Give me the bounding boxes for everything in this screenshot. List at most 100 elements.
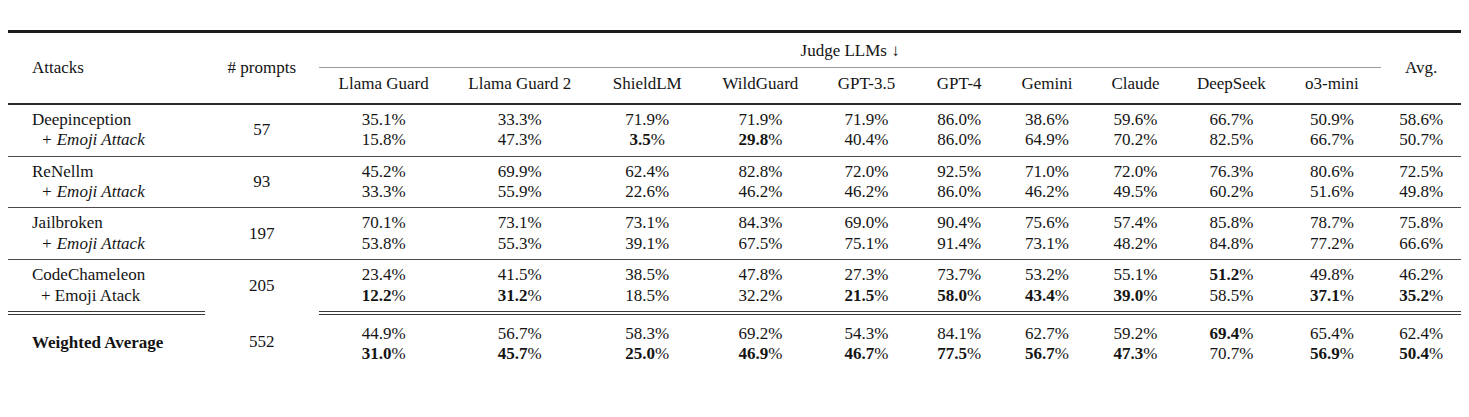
avg-value-cell: 50.4%	[1381, 344, 1461, 371]
avg-value-cell: 46.2%	[1381, 260, 1461, 286]
prompt-count: 57	[205, 104, 319, 156]
paper-table-page: Attacks # prompts Judge LLMs ↓ Avg. Llam…	[0, 0, 1469, 417]
attack-row-base: ReNellm9345.2%69.9%62.4%82.8%72.0%92.5%7…	[8, 156, 1461, 182]
judge-value-cell: 21.5%	[818, 286, 916, 313]
judge-value-cell: 35.1%	[319, 104, 448, 130]
judge-value-cell: 66.7%	[1282, 130, 1381, 156]
judge-value-cell: 25.0%	[591, 344, 703, 371]
judge-value-cell: 46.7%	[818, 344, 916, 371]
judge-value-cell: 82.8%	[703, 156, 817, 182]
judge-value-cell: 69.4%	[1180, 313, 1282, 344]
avg-value-cell: 49.8%	[1381, 182, 1461, 208]
judge-value-cell: 73.1%	[1003, 234, 1091, 260]
header-judge-o3-mini: o3-mini	[1282, 68, 1381, 104]
judge-value-cell: 71.9%	[591, 104, 703, 130]
judge-value-cell: 75.6%	[1003, 208, 1091, 234]
judge-value-cell: 22.6%	[591, 182, 703, 208]
judge-value-cell: 69.0%	[818, 208, 916, 234]
judge-value-cell: 39.1%	[591, 234, 703, 260]
attack-name: Jailbroken	[8, 208, 205, 234]
judge-value-cell: 69.9%	[448, 156, 591, 182]
judge-value-cell: 53.8%	[319, 234, 448, 260]
judge-value-cell: 37.1%	[1282, 286, 1381, 313]
judge-value-cell: 44.9%	[319, 313, 448, 344]
judge-value-cell: 70.2%	[1091, 130, 1181, 156]
judge-value-cell: 46.9%	[703, 344, 817, 371]
judge-value-cell: 76.3%	[1180, 156, 1282, 182]
table-header: Attacks # prompts Judge LLMs ↓ Avg. Llam…	[8, 32, 1461, 104]
judge-value-cell: 47.3%	[448, 130, 591, 156]
header-attacks: Attacks	[8, 32, 205, 104]
judge-value-cell: 62.7%	[1003, 313, 1091, 344]
judge-value-cell: 77.2%	[1282, 234, 1381, 260]
header-prompts: # prompts	[205, 32, 319, 104]
judge-value-cell: 59.6%	[1091, 104, 1181, 130]
avg-value-cell: 35.2%	[1381, 286, 1461, 313]
judge-value-cell: 45.7%	[448, 344, 591, 371]
judge-value-cell: 53.2%	[1003, 260, 1091, 286]
judge-value-cell: 45.2%	[319, 156, 448, 182]
judge-value-cell: 33.3%	[448, 104, 591, 130]
judge-value-cell: 86.0%	[915, 182, 1003, 208]
judge-value-cell: 12.2%	[319, 286, 448, 313]
avg-value-cell: 62.4%	[1381, 313, 1461, 344]
judge-value-cell: 71.0%	[1003, 156, 1091, 182]
header-judge-shieldlm: ShieldLM	[591, 68, 703, 104]
avg-value-cell: 72.5%	[1381, 156, 1461, 182]
judge-value-cell: 64.9%	[1003, 130, 1091, 156]
judge-value-cell: 39.0%	[1091, 286, 1181, 313]
judge-value-cell: 51.6%	[1282, 182, 1381, 208]
table-body: Deepinception5735.1%33.3%71.9%71.9%71.9%…	[8, 104, 1461, 372]
attack-name: ReNellm	[8, 156, 205, 182]
attack-row-base: Deepinception5735.1%33.3%71.9%71.9%71.9%…	[8, 104, 1461, 130]
judge-value-cell: 38.6%	[1003, 104, 1091, 130]
emoji-attack-label: + Emoji Attack	[8, 130, 205, 156]
attack-row-base: CodeChameleon20523.4%41.5%38.5%47.8%27.3…	[8, 260, 1461, 286]
judge-value-cell: 56.9%	[1282, 344, 1381, 371]
judge-value-cell: 72.0%	[1091, 156, 1181, 182]
header-judge-llms-group: Judge LLMs ↓	[319, 32, 1381, 68]
emoji-attack-label: + Emoji Attack	[8, 182, 205, 208]
judge-value-cell: 49.8%	[1282, 260, 1381, 286]
judge-value-cell: 69.2%	[703, 313, 817, 344]
judge-value-cell: 84.8%	[1180, 234, 1282, 260]
emoji-attack-label: + Emoji Atack	[8, 286, 205, 313]
attack-name: Deepinception	[8, 104, 205, 130]
judge-value-cell: 82.5%	[1180, 130, 1282, 156]
judge-value-cell: 49.5%	[1091, 182, 1181, 208]
prompt-count: 205	[205, 260, 319, 313]
judge-value-cell: 90.4%	[915, 208, 1003, 234]
attack-name: CodeChameleon	[8, 260, 205, 286]
judge-value-cell: 86.0%	[915, 130, 1003, 156]
judge-value-cell: 72.0%	[818, 156, 916, 182]
judge-value-cell: 46.2%	[818, 182, 916, 208]
judge-value-cell: 67.5%	[703, 234, 817, 260]
judge-value-cell: 27.3%	[818, 260, 916, 286]
header-judge-gpt-35: GPT-3.5	[818, 68, 916, 104]
judge-value-cell: 38.5%	[591, 260, 703, 286]
judge-value-cell: 71.9%	[818, 104, 916, 130]
judge-value-cell: 48.2%	[1091, 234, 1181, 260]
judge-value-cell: 55.9%	[448, 182, 591, 208]
judge-value-cell: 46.2%	[703, 182, 817, 208]
judge-value-cell: 23.4%	[319, 260, 448, 286]
prompt-count: 197	[205, 208, 319, 260]
avg-value-cell: 58.6%	[1381, 104, 1461, 130]
judge-value-cell: 54.3%	[818, 313, 916, 344]
judge-value-cell: 32.2%	[703, 286, 817, 313]
judge-value-cell: 75.1%	[818, 234, 916, 260]
avg-value-cell: 66.6%	[1381, 234, 1461, 260]
avg-value-cell: 50.7%	[1381, 130, 1461, 156]
judge-value-cell: 55.1%	[1091, 260, 1181, 286]
header-judge-gpt-4: GPT-4	[915, 68, 1003, 104]
prompt-count: 93	[205, 156, 319, 208]
results-table: Attacks # prompts Judge LLMs ↓ Avg. Llam…	[8, 30, 1461, 372]
judge-value-cell: 70.7%	[1180, 344, 1282, 371]
judge-value-cell: 84.3%	[703, 208, 817, 234]
judge-value-cell: 73.7%	[915, 260, 1003, 286]
judge-value-cell: 56.7%	[1003, 344, 1091, 371]
judge-value-cell: 56.7%	[448, 313, 591, 344]
judge-value-cell: 86.0%	[915, 104, 1003, 130]
judge-value-cell: 84.1%	[915, 313, 1003, 344]
judge-value-cell: 85.8%	[1180, 208, 1282, 234]
